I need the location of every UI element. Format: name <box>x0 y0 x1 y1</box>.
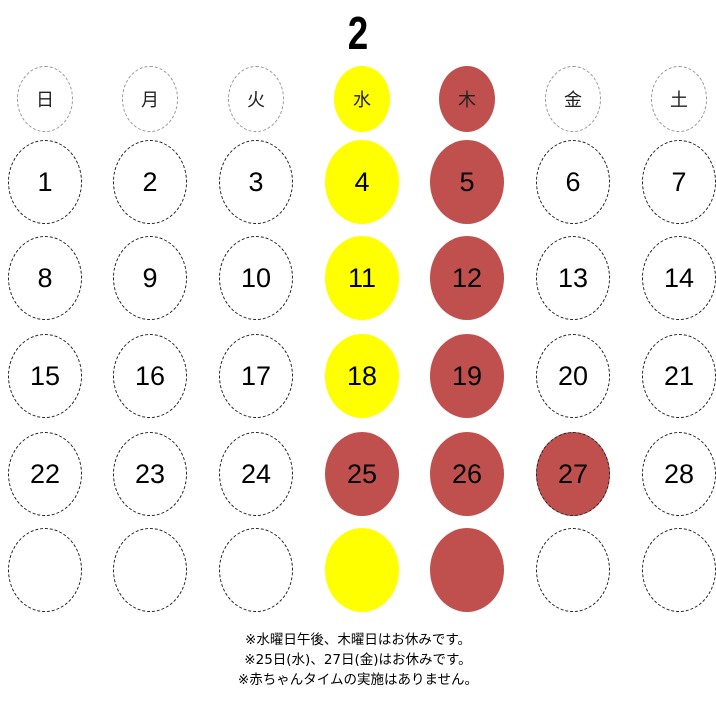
weekday-header: 日 <box>17 66 73 132</box>
day-cell: 11 <box>325 236 399 320</box>
day-cell: 5 <box>430 140 504 224</box>
weekday-header: 木 <box>439 66 495 132</box>
day-cell: 24 <box>219 432 293 516</box>
note-line: ※25日(水)、27日(金)はお休みです。 <box>244 652 472 668</box>
weekday-header: 火 <box>228 66 284 132</box>
empty-day-cell <box>325 528 399 612</box>
day-cell: 21 <box>642 334 716 418</box>
day-cell: 23 <box>113 432 187 516</box>
note-line: ※水曜日午後、木曜日はお休みです。 <box>245 632 471 648</box>
weekday-header: 水 <box>334 66 390 132</box>
day-cell: 25 <box>325 432 399 516</box>
day-cell: 22 <box>8 432 82 516</box>
day-cell: 14 <box>642 236 716 320</box>
day-cell: 18 <box>325 334 399 418</box>
notes: ※水曜日午後、木曜日はお休みです。 ※25日(水)、27日(金)はお休みです。 … <box>0 630 716 690</box>
weekday-header: 月 <box>122 66 178 132</box>
empty-day-cell <box>642 528 716 612</box>
day-cell: 12 <box>430 236 504 320</box>
empty-day-cell <box>219 528 293 612</box>
day-cell: 4 <box>325 140 399 224</box>
day-cell: 2 <box>113 140 187 224</box>
day-cell: 7 <box>642 140 716 224</box>
day-cell: 26 <box>430 432 504 516</box>
day-cell: 20 <box>536 334 610 418</box>
day-cell: 9 <box>113 236 187 320</box>
day-cell: 17 <box>219 334 293 418</box>
day-cell: 6 <box>536 140 610 224</box>
day-cell: 19 <box>430 334 504 418</box>
empty-day-cell <box>536 528 610 612</box>
day-cell: 8 <box>8 236 82 320</box>
day-cell: 3 <box>219 140 293 224</box>
day-cell: 16 <box>113 334 187 418</box>
month-title: 2 <box>347 7 369 59</box>
empty-day-cell <box>8 528 82 612</box>
empty-day-cell <box>113 528 187 612</box>
note-line: ※赤ちゃんタイムの実施はありません。 <box>237 672 479 688</box>
day-cell: 28 <box>642 432 716 516</box>
day-cell: 13 <box>536 236 610 320</box>
day-cell: 15 <box>8 334 82 418</box>
day-cell: 27 <box>536 432 610 516</box>
empty-day-cell <box>430 528 504 612</box>
day-cell: 10 <box>219 236 293 320</box>
day-cell: 1 <box>8 140 82 224</box>
weekday-header: 金 <box>545 66 601 132</box>
weekday-header: 土 <box>651 66 707 132</box>
